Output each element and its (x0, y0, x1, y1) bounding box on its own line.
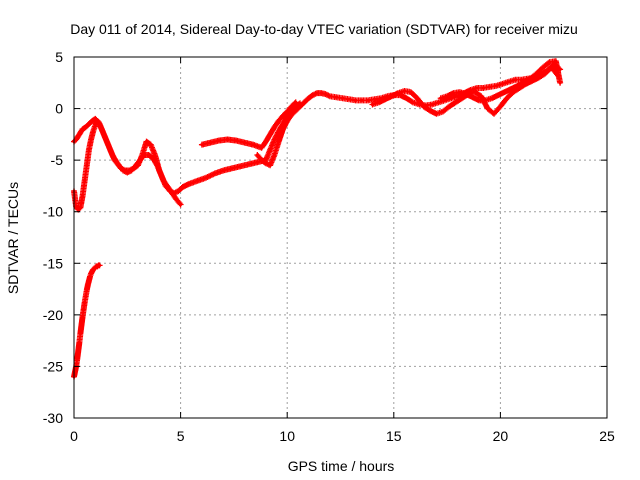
chart-title: Day 011 of 2014, Sidereal Day-to-day VTE… (70, 21, 578, 37)
y-tick-label: 5 (55, 49, 63, 65)
x-tick-labels: 0 5 10 15 20 25 (70, 428, 615, 444)
y-tick-label: -5 (51, 152, 64, 168)
series-track-e (254, 99, 308, 169)
series-track-d (198, 99, 299, 151)
x-axis-title: GPS time / hours (288, 458, 395, 474)
y-tick-label: -20 (43, 307, 63, 323)
series-track-b (71, 117, 184, 213)
series-track-h (437, 58, 564, 104)
x-tick-label: 0 (70, 428, 78, 444)
y-tick-label: -30 (43, 410, 63, 426)
x-tick-label: 25 (599, 428, 615, 444)
x-tick-label: 5 (177, 428, 185, 444)
y-tick-label: -25 (43, 358, 63, 374)
plot-frame (73, 56, 608, 419)
series-markers (198, 99, 299, 151)
y-tick-label: -10 (43, 204, 63, 220)
series-track-g (369, 64, 561, 117)
x-tick-label: 10 (279, 428, 295, 444)
series-markers (254, 99, 308, 169)
series-markers (437, 58, 564, 104)
x-tick-label: 20 (493, 428, 509, 444)
y-axis-title: SDTVAR / TECUs (5, 182, 21, 294)
axis-ticks (73, 56, 608, 419)
y-tick-label: -15 (43, 255, 63, 271)
x-tick-label: 15 (386, 428, 402, 444)
y-tick-labels: -30 -25 -20 -15 -10 -5 0 5 (43, 49, 63, 426)
series-track-c (71, 262, 103, 380)
grid (74, 57, 607, 418)
y-tick-label: 0 (55, 101, 63, 117)
